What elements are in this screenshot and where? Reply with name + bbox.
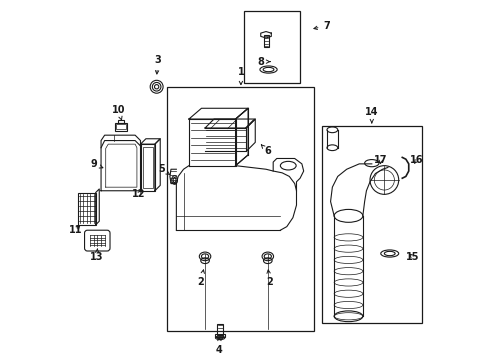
Text: 10: 10 bbox=[111, 105, 125, 121]
Bar bbox=[142, 147, 152, 188]
Text: 5: 5 bbox=[158, 164, 169, 175]
Bar bbox=[140, 144, 155, 191]
Bar bbox=[244, 12, 300, 83]
Text: 2: 2 bbox=[265, 270, 272, 287]
Bar bbox=[263, 35, 268, 47]
Bar bbox=[116, 124, 126, 130]
Bar bbox=[118, 120, 123, 123]
Text: 2: 2 bbox=[197, 270, 204, 287]
Bar bbox=[217, 324, 223, 335]
Text: 13: 13 bbox=[90, 249, 103, 262]
Bar bbox=[78, 193, 96, 225]
Text: 9: 9 bbox=[90, 159, 102, 169]
Text: 3: 3 bbox=[154, 55, 161, 74]
Bar bbox=[321, 126, 421, 323]
Text: 15: 15 bbox=[406, 252, 419, 262]
Text: 11: 11 bbox=[68, 225, 82, 235]
Text: 7: 7 bbox=[313, 21, 329, 31]
Text: 4: 4 bbox=[216, 337, 223, 355]
Text: 16: 16 bbox=[409, 155, 423, 165]
Bar bbox=[115, 123, 127, 131]
Text: 8: 8 bbox=[257, 57, 269, 67]
Text: 14: 14 bbox=[365, 107, 378, 123]
Text: 1: 1 bbox=[237, 67, 244, 85]
Bar bbox=[215, 334, 224, 337]
Text: 6: 6 bbox=[261, 145, 271, 156]
Bar bbox=[167, 87, 314, 330]
Text: 17: 17 bbox=[373, 155, 386, 165]
Text: 12: 12 bbox=[132, 189, 145, 199]
